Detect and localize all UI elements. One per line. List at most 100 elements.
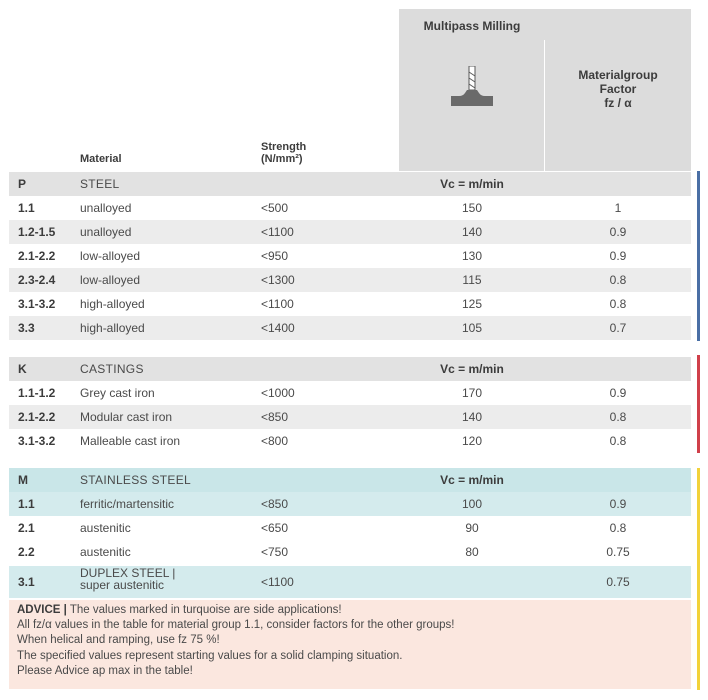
strength-value: <850 xyxy=(261,497,289,511)
multipass-milling-title: Multipass Milling xyxy=(423,19,521,33)
header-divider xyxy=(544,40,545,171)
material-code: 2.1-2.2 xyxy=(18,249,56,263)
column-header-strength: Strength (N/mm²) xyxy=(261,141,306,165)
material-code: 1.2-1.5 xyxy=(18,225,56,239)
factor-value: 0.9 xyxy=(609,249,627,263)
material-name: Modular cast iron xyxy=(80,410,173,424)
strength-value: <800 xyxy=(261,434,289,448)
material-code: 1.1 xyxy=(18,201,35,215)
vc-value: 150 xyxy=(461,201,483,215)
factor-value: 0.75 xyxy=(606,575,630,589)
material-code: 2.3-2.4 xyxy=(18,273,56,287)
material-name: unalloyed xyxy=(80,201,132,215)
table-row: 3.3 high-alloyed <1400 105 0.7 xyxy=(9,316,691,340)
advice-line: When helical and ramping, use fz 75 %! xyxy=(17,634,220,647)
milling-cutter-icon xyxy=(451,66,493,106)
vc-value: 120 xyxy=(461,434,483,448)
table-row: 1.2-1.5 unalloyed <1100 140 0.9 xyxy=(9,220,691,244)
factor-title-line: fz / α xyxy=(604,96,632,110)
group-name: STEEL xyxy=(80,177,120,191)
table-row: 2.1 austenitic <650 90 0.8 xyxy=(9,516,691,540)
advice-line: All fz/α values in the table for materia… xyxy=(17,619,455,632)
strength-value: <750 xyxy=(261,545,289,559)
material-code: 2.2 xyxy=(18,545,35,559)
material-name: austenitic xyxy=(80,545,131,559)
vc-value: 140 xyxy=(461,410,483,424)
material-code: 3.1 xyxy=(18,575,35,589)
group-k-color-bar xyxy=(697,355,700,453)
factor-value: 0.8 xyxy=(609,521,627,535)
materialgroup-factor-title: Materialgroup Factor fz / α xyxy=(545,68,691,110)
table-row: 3.1-3.2 high-alloyed <1100 125 0.8 xyxy=(9,292,691,316)
strength-value: <1100 xyxy=(261,575,294,589)
materialgroup-factor-header xyxy=(545,9,691,171)
table-row: 2.1-2.2 low-alloyed <950 130 0.9 xyxy=(9,244,691,268)
strength-value: <1000 xyxy=(261,386,295,400)
advice-label: ADVICE xyxy=(17,604,61,616)
table-row: 1.1 ferritic/martensitic <850 100 0.9 xyxy=(9,492,691,516)
material-name: austenitic xyxy=(80,521,131,535)
material-name: low-alloyed xyxy=(80,273,141,287)
vc-value: 80 xyxy=(465,545,479,559)
vc-value: 105 xyxy=(461,321,483,335)
material-name: low-alloyed xyxy=(80,249,141,263)
vc-value: 170 xyxy=(461,386,483,400)
group-code: P xyxy=(18,177,27,191)
group-header-p: P STEEL Vc = m/min xyxy=(9,172,691,196)
factor-value: 0.9 xyxy=(609,386,627,400)
group-header-m: M STAINLESS STEEL Vc = m/min xyxy=(9,468,691,492)
factor-value: 0.7 xyxy=(609,321,627,335)
material-code: 3.1-3.2 xyxy=(18,434,56,448)
vc-value: 125 xyxy=(461,297,483,311)
factor-value: 0.9 xyxy=(609,225,627,239)
strength-value: <1100 xyxy=(261,225,294,239)
material-code: 2.1 xyxy=(18,521,35,535)
material-code: 1.1 xyxy=(18,497,35,511)
vc-unit-label: Vc = m/min xyxy=(440,362,504,376)
group-header-k: K CASTINGS Vc = m/min xyxy=(9,357,691,381)
group-name: CASTINGS xyxy=(80,362,144,376)
table-row: 2.3-2.4 low-alloyed <1300 115 0.8 xyxy=(9,268,691,292)
group-code: M xyxy=(18,473,28,487)
vc-value: 130 xyxy=(461,249,483,263)
material-name: Malleable cast iron xyxy=(80,434,181,448)
strength-value: <500 xyxy=(261,201,289,215)
table-row: 3.1-3.2 Malleable cast iron <800 120 0.8 xyxy=(9,429,691,453)
strength-value: <850 xyxy=(261,410,289,424)
factor-title-line: Factor xyxy=(599,82,637,96)
group-code: K xyxy=(18,362,27,376)
table-row: 1.1-1.2 Grey cast iron <1000 170 0.9 xyxy=(9,381,691,405)
material-name: high-alloyed xyxy=(80,297,145,311)
strength-value: <1100 xyxy=(261,297,294,311)
strength-value: <1400 xyxy=(261,321,295,335)
strength-value: <650 xyxy=(261,521,289,535)
vc-value: 90 xyxy=(465,521,479,535)
material-code: 2.1-2.2 xyxy=(18,410,56,424)
vc-unit-label: Vc = m/min xyxy=(440,177,504,191)
advice-text: The values marked in turquoise are side … xyxy=(69,604,342,616)
table-row: 3.1 DUPLEX STEEL | super austenitic <110… xyxy=(9,566,691,598)
material-code: 3.1-3.2 xyxy=(18,297,56,311)
factor-value: 1 xyxy=(614,201,622,215)
strength-header-line: (N/mm²) xyxy=(261,153,303,165)
group-name: STAINLESS STEEL xyxy=(80,473,191,487)
advice-line: The specified values represent starting … xyxy=(17,649,403,662)
factor-value: 0.9 xyxy=(609,497,627,511)
vc-value: 115 xyxy=(462,273,482,287)
vc-value xyxy=(399,566,545,598)
factor-value: 0.75 xyxy=(606,545,630,559)
advice-line: ADVICE | The values marked in turquoise … xyxy=(17,603,683,618)
group-m-color-bar xyxy=(697,468,700,690)
table-row: 1.1 unalloyed <500 150 1 xyxy=(9,196,691,220)
material-name: Grey cast iron xyxy=(80,386,155,400)
vc-unit-label: Vc = m/min xyxy=(440,473,504,487)
advice-separator: | xyxy=(63,604,67,616)
factor-title-line: Materialgroup xyxy=(578,68,658,82)
factor-value: 0.8 xyxy=(609,273,627,287)
vc-value: 100 xyxy=(461,497,483,511)
material-code: 1.1-1.2 xyxy=(18,386,56,400)
table-row: 2.2 austenitic <750 80 0.75 xyxy=(9,540,691,564)
advice-box: ADVICE | The values marked in turquoise … xyxy=(9,600,691,689)
vc-value: 140 xyxy=(461,225,483,239)
factor-value: 0.8 xyxy=(609,410,627,424)
